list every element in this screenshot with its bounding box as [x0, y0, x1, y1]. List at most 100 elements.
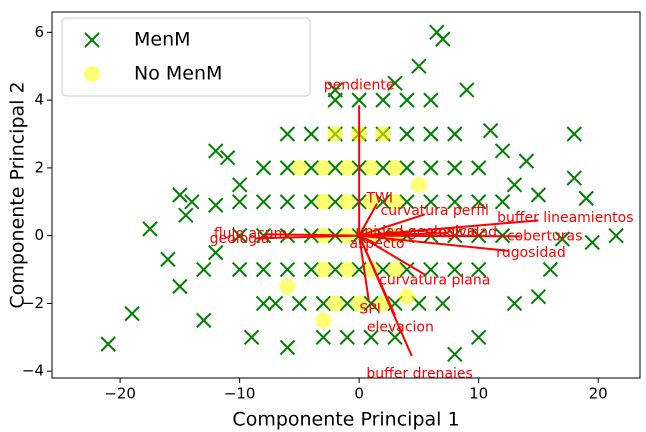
legend-label: MenM	[134, 29, 191, 51]
point	[231, 194, 248, 210]
point	[315, 261, 332, 278]
x-tick-label: 10	[469, 385, 488, 403]
point	[399, 126, 415, 142]
point	[315, 329, 332, 346]
point	[279, 261, 296, 278]
y-tick-label: −2	[22, 294, 44, 312]
loading-label: pendiente	[324, 78, 395, 94]
point	[279, 339, 296, 356]
point	[423, 194, 439, 210]
point	[315, 295, 332, 312]
point	[423, 126, 439, 142]
loading-label: geologia	[210, 231, 270, 247]
point	[327, 295, 344, 312]
point	[447, 346, 463, 362]
point	[142, 221, 158, 237]
x-tick-label: −10	[224, 385, 256, 403]
point	[196, 261, 212, 278]
point	[208, 197, 224, 213]
point	[255, 160, 272, 176]
point	[375, 92, 391, 108]
point	[315, 312, 332, 329]
loading-arrow	[358, 234, 426, 276]
legend-marker	[84, 32, 100, 48]
point	[339, 193, 356, 210]
point	[411, 58, 427, 74]
loading-arrow	[358, 202, 378, 237]
point	[327, 126, 344, 142]
point	[399, 92, 415, 108]
point	[327, 160, 343, 176]
point	[303, 261, 320, 278]
y-tick-label: −4	[22, 362, 44, 380]
loading-arrow	[359, 234, 509, 252]
point	[184, 194, 200, 210]
point	[339, 261, 356, 278]
point	[447, 160, 463, 176]
point	[566, 170, 582, 186]
point	[339, 329, 355, 346]
loading-label: SPI	[359, 302, 380, 318]
point	[399, 261, 415, 278]
x-tick-label: 0	[354, 385, 364, 403]
point	[470, 160, 487, 176]
point	[351, 92, 367, 108]
point	[363, 159, 380, 176]
point	[518, 153, 535, 169]
point	[447, 261, 463, 278]
loading-label: coberturas	[507, 228, 583, 244]
point	[387, 75, 403, 91]
point	[506, 177, 523, 193]
point	[387, 193, 403, 210]
point	[315, 159, 332, 176]
loading-label: aspecto	[349, 236, 404, 252]
point	[255, 295, 272, 312]
point	[279, 278, 296, 295]
point	[398, 288, 415, 305]
loading-label: erosividad	[425, 225, 497, 241]
x-axis-label: Componente Principal 1	[232, 409, 459, 431]
point	[327, 261, 343, 278]
legend-label: No MenM	[134, 63, 222, 85]
loading-label: buffer lineamientos	[497, 210, 633, 226]
point	[447, 194, 463, 210]
point	[303, 160, 320, 176]
point	[100, 336, 116, 352]
point	[327, 82, 343, 98]
point	[124, 305, 140, 322]
loading-label: TWI	[365, 191, 393, 207]
point	[327, 194, 343, 210]
point	[470, 261, 487, 278]
point	[387, 329, 403, 346]
point	[279, 160, 296, 176]
point	[387, 159, 403, 176]
point	[291, 159, 308, 176]
point	[584, 234, 600, 251]
point	[303, 126, 320, 142]
point	[566, 126, 582, 142]
loading-label: elevacion	[367, 319, 434, 335]
loading-label: curvatura plana	[379, 272, 490, 288]
point	[494, 194, 511, 210]
point	[255, 194, 272, 210]
point	[231, 177, 248, 193]
loading-arrow	[358, 235, 370, 301]
legend-box	[61, 17, 311, 97]
y-tick-label: 2	[34, 158, 44, 176]
point	[363, 329, 379, 346]
point	[255, 261, 272, 278]
point	[399, 194, 415, 210]
point	[375, 194, 391, 210]
point	[231, 261, 248, 278]
y-tick-label: 4	[34, 91, 44, 109]
point	[219, 150, 236, 166]
loading-label: rugosidad	[496, 245, 566, 261]
legend-marker	[84, 66, 100, 82]
point	[375, 126, 392, 142]
point	[172, 187, 188, 203]
point	[231, 227, 248, 244]
plot-frame	[51, 11, 641, 379]
point	[447, 126, 463, 142]
point	[339, 159, 356, 176]
point	[410, 176, 427, 193]
